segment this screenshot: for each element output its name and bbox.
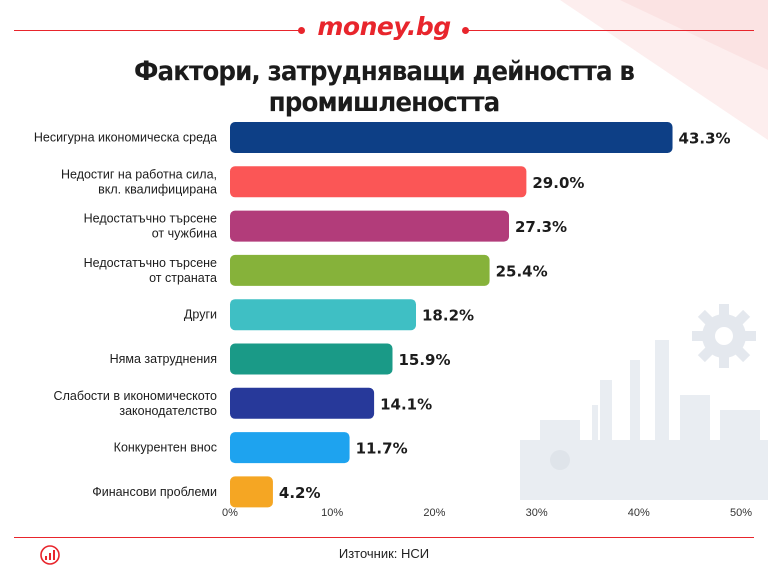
brand-line-left <box>14 30 304 31</box>
footer-line <box>14 537 754 538</box>
factory-icon <box>520 340 768 500</box>
bar-2 <box>230 210 510 242</box>
category-label-6: Слабости в икономическото законодателство <box>54 389 217 418</box>
source-note: Източник: НСИ <box>338 546 430 561</box>
category-label-8: Финансови проблеми <box>92 485 217 499</box>
x-tick-label-0: 0% <box>222 507 238 519</box>
bar-4 <box>230 299 417 331</box>
category-label-4: Други <box>184 308 217 322</box>
value-label-4: 18.2% <box>422 307 474 325</box>
bar-5 <box>230 343 393 375</box>
gear-icon <box>692 304 756 368</box>
value-label-0: 43.3% <box>679 130 731 148</box>
bar-8 <box>230 476 273 508</box>
x-tick-label-5: 50% <box>730 507 752 519</box>
bar-6 <box>230 387 375 419</box>
x-tick-label-3: 30% <box>526 507 548 519</box>
category-label-1: Недостиг на работна сила, вкл. квалифицир… <box>61 167 217 196</box>
category-label-7: Конкурентен внос <box>114 441 217 455</box>
category-label-2: Недостатъчно търсене от чужбина <box>84 212 217 241</box>
bar-3 <box>230 254 490 286</box>
value-label-5: 15.9% <box>398 351 450 369</box>
bar-7 <box>230 432 350 464</box>
value-label-1: 29.0% <box>532 174 584 192</box>
brand-dot-left <box>298 27 305 34</box>
category-label-5: Няма затруднения <box>110 352 217 366</box>
category-label-0: Несигурна икономическа среда <box>34 131 217 145</box>
value-label-8: 4.2% <box>279 484 321 502</box>
bar-0 <box>230 122 673 153</box>
bar-1 <box>230 166 527 198</box>
value-label-3: 25.4% <box>496 262 548 280</box>
brand-line-right <box>464 30 754 31</box>
logo-chart-icon <box>40 545 60 565</box>
page-title: Фактори, затрудняващи дейността в промиш… <box>133 56 635 118</box>
x-tick-label-4: 40% <box>628 507 650 519</box>
brand-logo: money.bg <box>317 12 451 41</box>
value-label-7: 11.7% <box>356 440 408 458</box>
category-label-3: Недостатъчно търсене от страната <box>84 256 217 285</box>
x-tick-label-1: 10% <box>321 507 343 519</box>
brand-dot-right <box>462 27 469 34</box>
value-label-2: 27.3% <box>515 218 567 236</box>
x-tick-label-2: 20% <box>423 507 445 519</box>
value-label-6: 14.1% <box>380 395 432 413</box>
